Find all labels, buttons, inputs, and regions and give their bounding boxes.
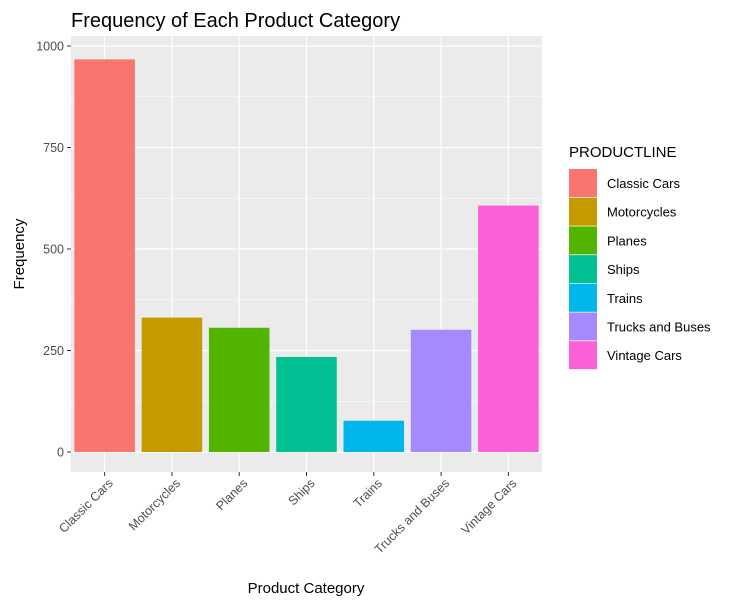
bar-trucks-and-buses: [410, 329, 472, 452]
legend-label: Classic Cars: [607, 176, 680, 191]
legend-key: [569, 169, 597, 197]
legend-label: Vintage Cars: [607, 348, 682, 363]
x-axis-title: Product Category: [248, 580, 365, 597]
x-tick-label: Trucks and Buses: [372, 476, 452, 556]
legend-label: Trains: [607, 291, 643, 306]
legend-key: [569, 341, 597, 370]
legend-key: [569, 312, 597, 341]
legend-key: [569, 197, 597, 226]
legend-label: Motorcycles: [607, 205, 677, 220]
x-tick-label: Classic Cars: [56, 476, 116, 536]
x-tick-label: Planes: [213, 476, 250, 513]
bar-planes: [208, 327, 270, 452]
legend-key: [569, 255, 597, 284]
y-axis-title: Frequency: [11, 218, 28, 289]
bar-vintage-cars: [478, 205, 539, 452]
bar-classic-cars: [74, 59, 135, 452]
y-tick-label: 750: [43, 141, 64, 155]
legend-title: PRODUCTLINE: [569, 144, 677, 161]
legend-label: Ships: [607, 262, 640, 277]
y-tick-label: 500: [43, 243, 64, 257]
y-tick-label: 0: [57, 446, 64, 460]
legend: PRODUCTLINE Classic Cars Motorcycles Plane…: [569, 144, 711, 370]
y-axis: 0 250 500 750 1000: [36, 40, 71, 460]
x-tick-label: Vintage Cars: [459, 476, 520, 537]
x-axis: Classic Cars Motorcycles Planes Ships Trains…: [56, 472, 519, 557]
legend-label: Trucks and Buses: [607, 320, 711, 335]
bar-ships: [276, 356, 337, 452]
bars: [74, 59, 539, 452]
x-tick-label: Motorcycles: [126, 476, 183, 533]
x-tick-label: Ships: [286, 476, 318, 508]
legend-items: Classic Cars Motorcycles Planes Ships Trains…: [569, 169, 711, 370]
legend-key: [569, 283, 597, 312]
legend-label: Planes: [607, 233, 647, 248]
legend-key: [569, 226, 597, 255]
y-tick-label: 1000: [36, 40, 64, 54]
x-tick-label: Trains: [351, 476, 385, 510]
bar-motorcycles: [141, 317, 203, 452]
bar-trains: [343, 420, 405, 452]
y-tick-label: 250: [43, 344, 64, 358]
chart-title: Frequency of Each Product Category: [71, 10, 400, 32]
